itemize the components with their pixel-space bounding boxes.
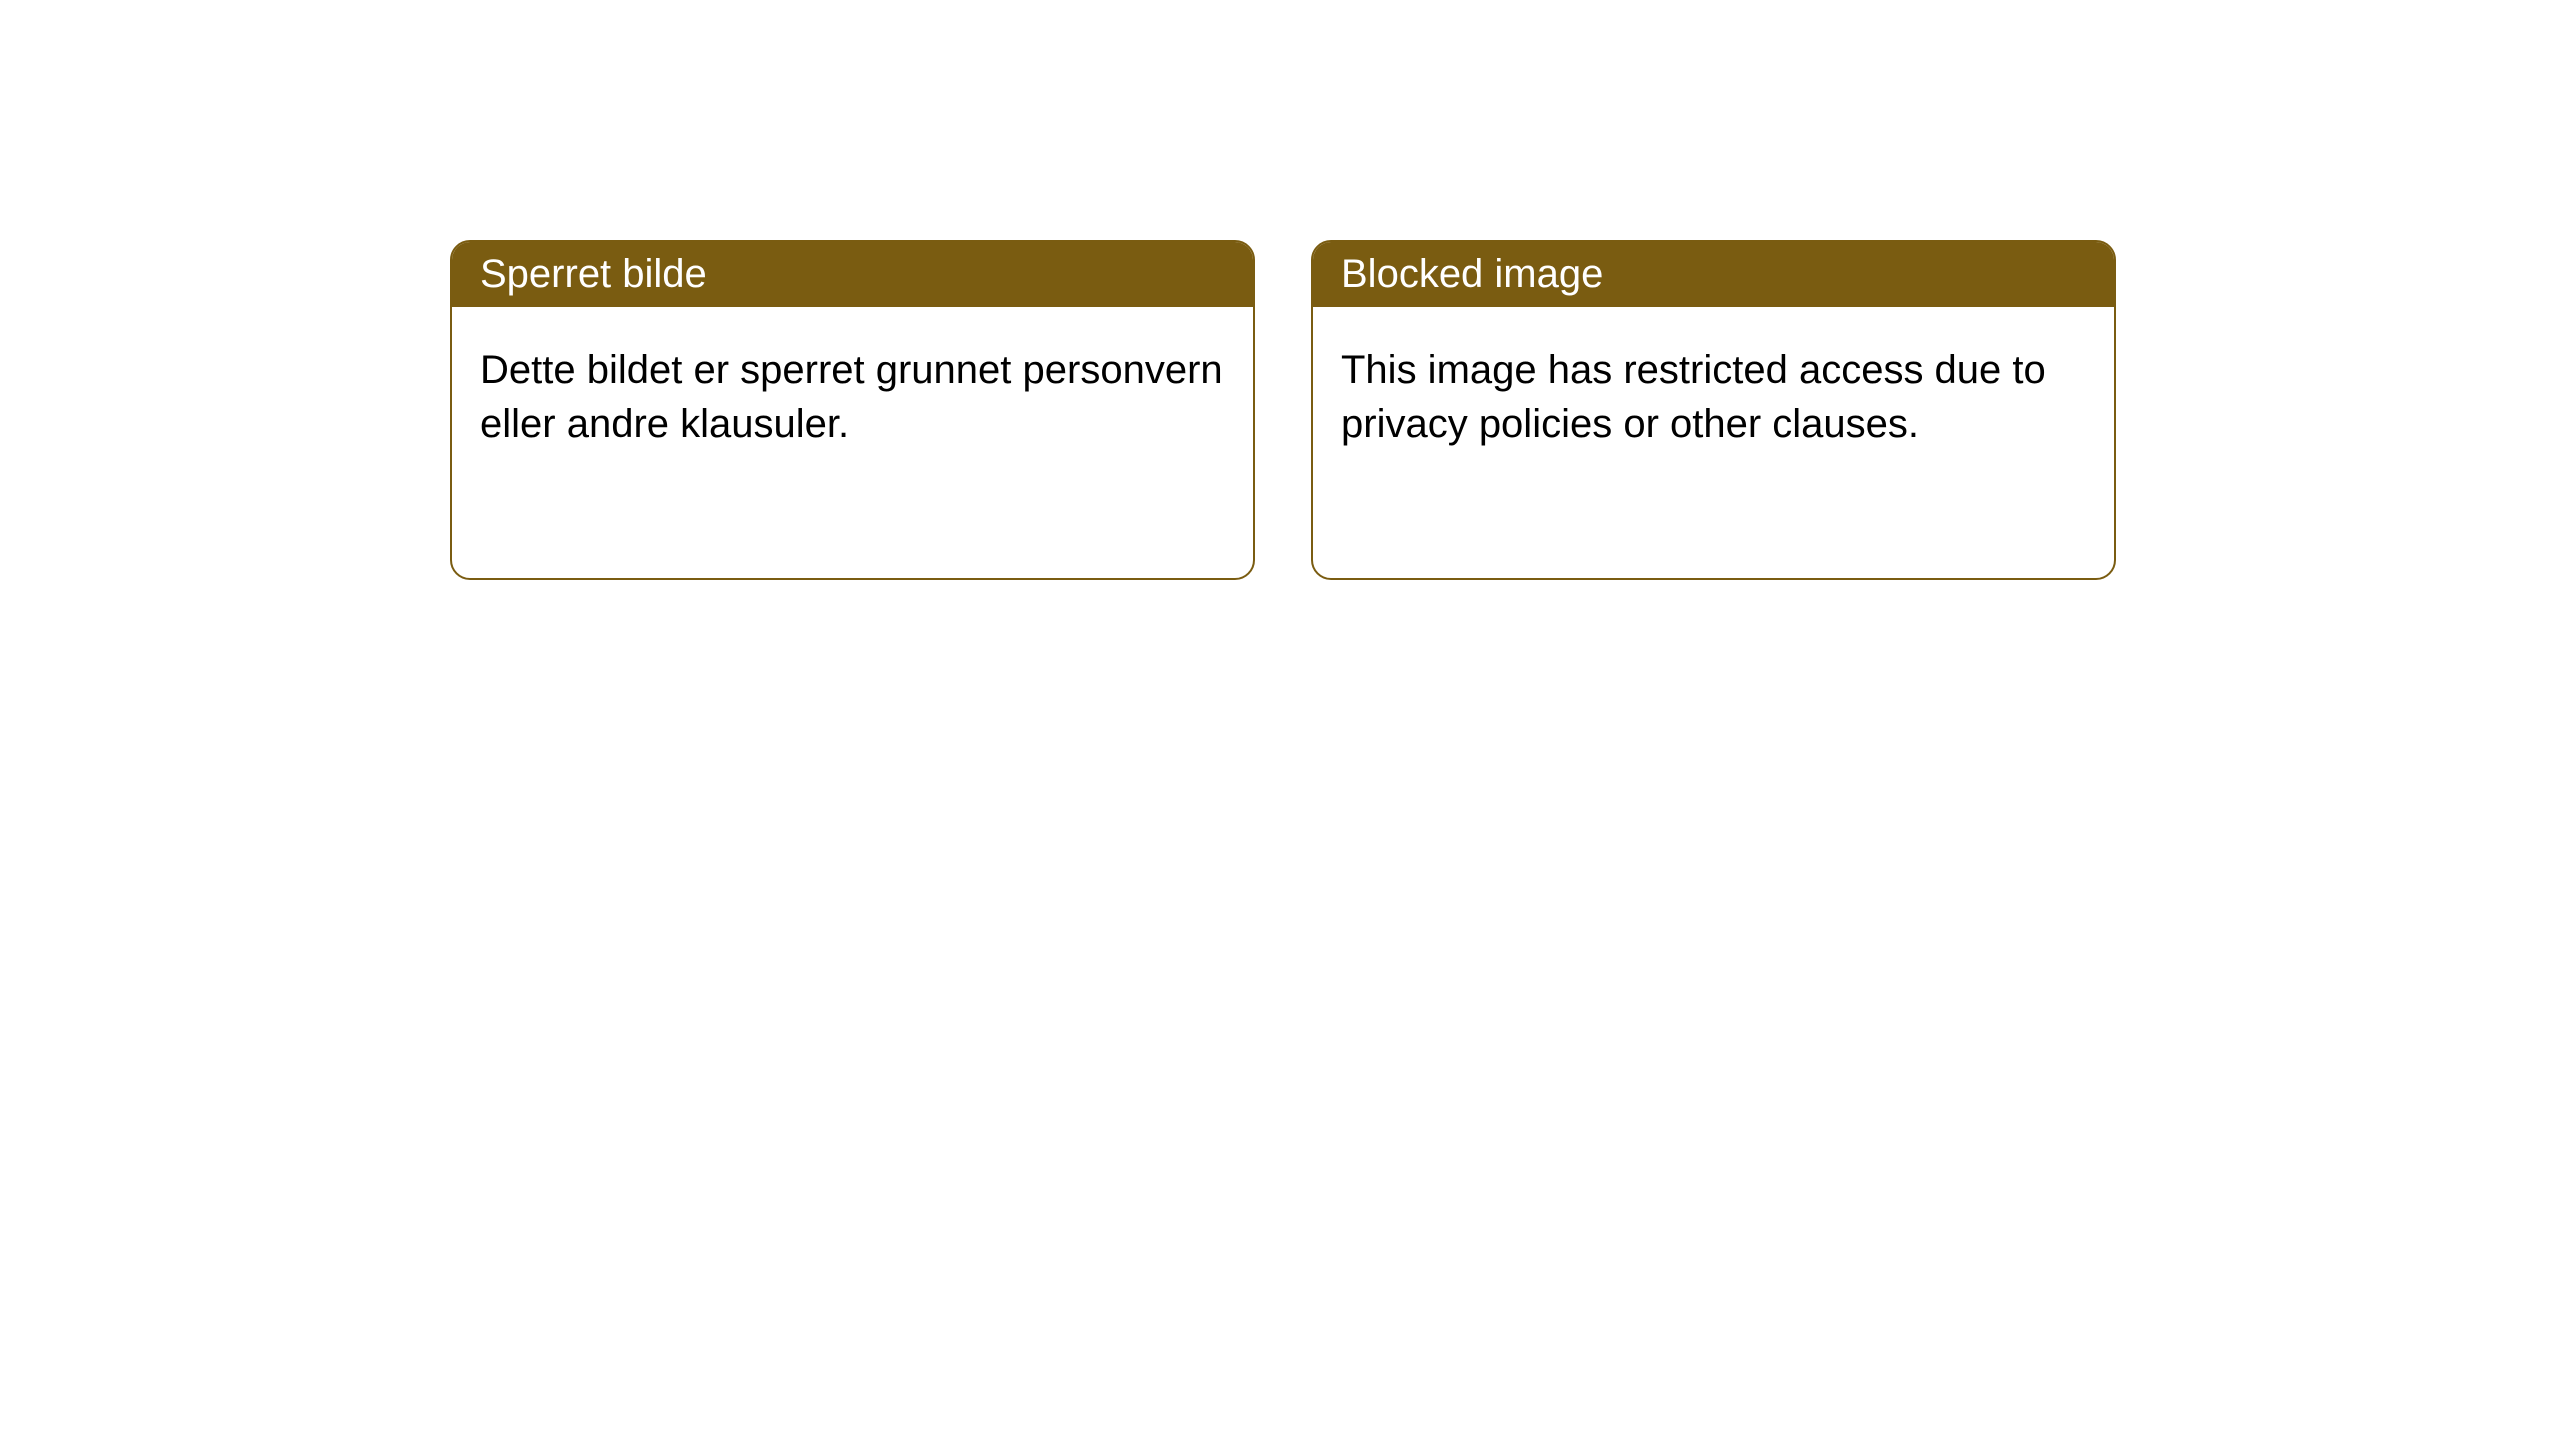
card-body-norwegian: Dette bildet er sperret grunnet personve… bbox=[452, 307, 1253, 487]
card-english: Blocked image This image has restricted … bbox=[1311, 240, 2116, 580]
card-norwegian: Sperret bilde Dette bildet er sperret gr… bbox=[450, 240, 1255, 580]
cards-container: Sperret bilde Dette bildet er sperret gr… bbox=[450, 240, 2560, 580]
card-header-english: Blocked image bbox=[1313, 242, 2114, 307]
card-header-norwegian: Sperret bilde bbox=[452, 242, 1253, 307]
card-body-english: This image has restricted access due to … bbox=[1313, 307, 2114, 487]
